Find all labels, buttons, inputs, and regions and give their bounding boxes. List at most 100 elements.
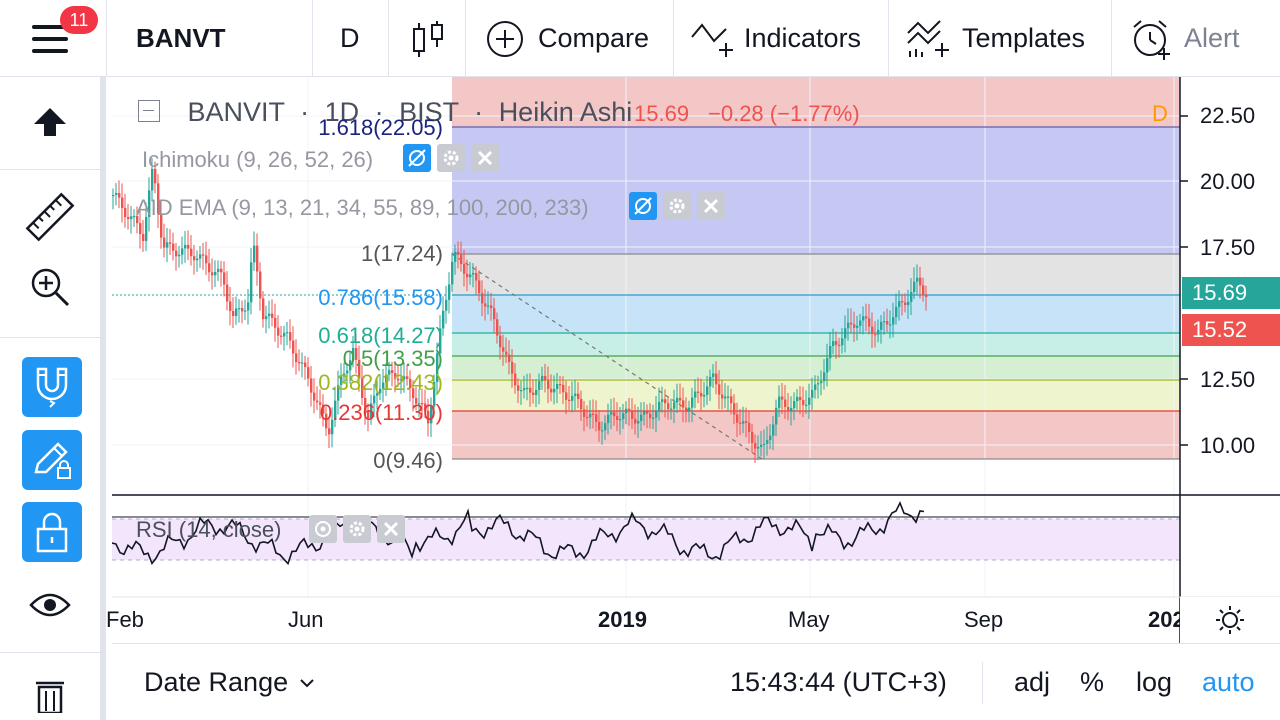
candle-body bbox=[916, 277, 919, 282]
indicators-button[interactable]: Indicators bbox=[690, 0, 861, 77]
candle-body bbox=[859, 320, 862, 326]
candle-body bbox=[280, 335, 283, 337]
candle-body bbox=[547, 380, 550, 389]
sun-icon bbox=[1216, 606, 1244, 634]
chart-style-button[interactable] bbox=[410, 0, 446, 77]
menu-button[interactable] bbox=[30, 0, 80, 77]
candle-body bbox=[334, 400, 337, 420]
lock-drawings-button[interactable] bbox=[22, 502, 82, 562]
candle-body bbox=[694, 391, 697, 398]
candle-body bbox=[241, 308, 244, 312]
rsi-remove-button[interactable] bbox=[377, 515, 405, 543]
candle-body bbox=[175, 250, 178, 257]
candle-body bbox=[922, 285, 925, 295]
stay-in-drawing-mode-button[interactable] bbox=[22, 430, 82, 490]
candle-body bbox=[664, 399, 667, 404]
gear-icon bbox=[443, 150, 459, 166]
candle-body bbox=[847, 322, 850, 329]
chart-canvas[interactable] bbox=[112, 77, 1280, 643]
ichimoku-legend[interactable]: Ichimoku (9, 26, 52, 26) bbox=[142, 147, 374, 172]
alert-button[interactable]: Alert bbox=[1130, 0, 1240, 77]
candle-body bbox=[400, 379, 403, 381]
rsi-settings-button[interactable] bbox=[343, 515, 371, 543]
candle-body bbox=[130, 216, 133, 220]
candle-body bbox=[601, 430, 604, 432]
fib-label-1: 1(17.24) bbox=[361, 241, 443, 266]
scroll-up-button[interactable] bbox=[0, 87, 100, 157]
candle-body bbox=[124, 208, 127, 218]
candle-body bbox=[451, 261, 454, 285]
candle-body bbox=[625, 408, 628, 414]
compare-button[interactable]: Compare bbox=[486, 0, 649, 77]
clock[interactable]: 15:43:44 (UTC+3) bbox=[730, 667, 947, 697]
candles bbox=[112, 158, 928, 463]
candle-body bbox=[553, 388, 556, 393]
ruler-button[interactable] bbox=[0, 182, 100, 252]
candle-body bbox=[208, 263, 211, 273]
templates-label: Templates bbox=[962, 23, 1086, 53]
interval-button[interactable]: D bbox=[340, 23, 360, 53]
auto-button[interactable]: auto bbox=[1202, 667, 1255, 697]
candle-body bbox=[373, 395, 376, 404]
session-marker: D bbox=[1152, 101, 1168, 126]
rsi-legend[interactable]: RSI (14, close) bbox=[136, 517, 282, 542]
templates-button[interactable]: Templates bbox=[906, 0, 1085, 77]
candle-body bbox=[268, 313, 271, 317]
ema-hide-button[interactable] bbox=[629, 192, 657, 220]
ema-remove-button[interactable] bbox=[697, 192, 725, 220]
candle-body bbox=[700, 392, 703, 397]
log-button[interactable]: log bbox=[1136, 667, 1173, 697]
candle-body bbox=[763, 443, 766, 446]
compare-label: Compare bbox=[538, 23, 650, 53]
ema-settings-button[interactable] bbox=[663, 192, 691, 220]
legend-row: BANVIT · 1D · BIST · Heikin Ashi bbox=[138, 97, 632, 128]
candle-body bbox=[838, 344, 841, 347]
magnet-button[interactable] bbox=[22, 357, 82, 417]
candle-body bbox=[721, 394, 724, 399]
hide-drawings-button[interactable] bbox=[0, 572, 100, 637]
candle-body bbox=[121, 197, 124, 209]
candle-body bbox=[514, 373, 517, 386]
candle-body bbox=[328, 428, 331, 435]
fib-zone-0618 bbox=[452, 333, 1180, 356]
price-tick: 22.50 bbox=[1200, 103, 1256, 128]
eye-off-icon bbox=[634, 197, 652, 215]
candle-body bbox=[499, 335, 502, 348]
candle-body bbox=[274, 317, 277, 328]
candle-body bbox=[301, 362, 304, 364]
percent-button[interactable]: % bbox=[1080, 667, 1105, 697]
candle-body bbox=[196, 258, 199, 261]
date-range-button[interactable]: Date Range bbox=[144, 644, 316, 720]
candle-body bbox=[667, 403, 670, 410]
ichimoku-remove-button[interactable] bbox=[471, 144, 499, 172]
divider bbox=[388, 0, 389, 77]
adj-button[interactable]: adj bbox=[1014, 667, 1051, 697]
chart-area[interactable]: BANVIT · 1D · BIST · Heikin Ashi 15.69 −… bbox=[106, 77, 1280, 643]
candle-body bbox=[652, 417, 655, 419]
candle-body bbox=[337, 384, 340, 401]
legend-separator: · bbox=[474, 97, 484, 127]
candle-body bbox=[427, 410, 430, 424]
candle-body bbox=[199, 254, 202, 259]
zoom-in-button[interactable] bbox=[0, 252, 100, 322]
candle-body bbox=[295, 353, 298, 363]
candle-body bbox=[817, 383, 820, 385]
candle-body bbox=[253, 245, 256, 263]
candle-body bbox=[442, 310, 445, 329]
symbol-search-button[interactable]: BANVT bbox=[136, 23, 226, 53]
ema-legend[interactable]: AID EMA (9, 13, 21, 34, 55, 89, 100, 200… bbox=[136, 195, 589, 220]
candle-body bbox=[478, 280, 481, 294]
remove-drawings-button[interactable] bbox=[0, 677, 100, 720]
ichimoku-settings-button[interactable] bbox=[437, 144, 465, 172]
candle-body bbox=[244, 310, 247, 312]
collapse-legend-icon[interactable] bbox=[138, 99, 160, 122]
candle-body bbox=[139, 223, 142, 235]
candle-body bbox=[475, 272, 478, 281]
candle-body bbox=[487, 305, 490, 307]
fib-label-0: 0(9.46) bbox=[373, 448, 443, 473]
candle-body bbox=[316, 400, 319, 403]
ichimoku-hide-button[interactable] bbox=[403, 144, 431, 172]
chart-settings-button[interactable] bbox=[1180, 597, 1280, 643]
candle-body bbox=[670, 408, 673, 410]
rsi-hide-button[interactable] bbox=[309, 515, 337, 543]
